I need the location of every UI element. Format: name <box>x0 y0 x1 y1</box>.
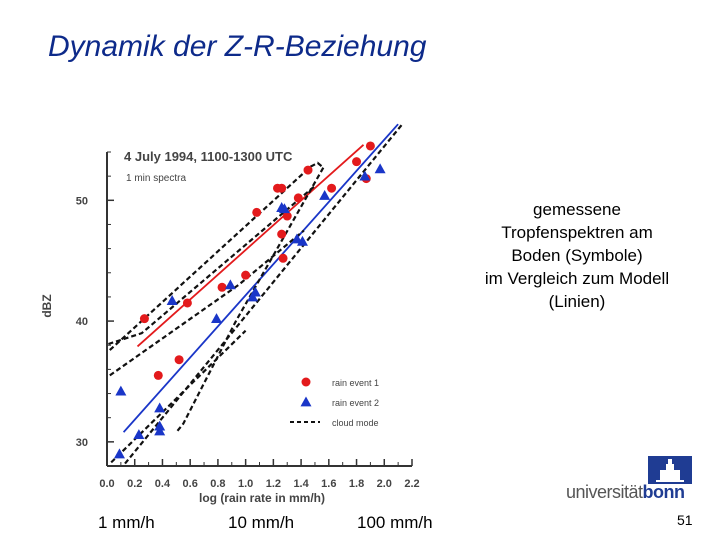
event1-point <box>278 253 288 263</box>
event2-point <box>211 313 223 324</box>
event1-point <box>217 282 227 292</box>
event1-point <box>352 157 362 167</box>
model-line-cloud-mode-inner <box>109 229 305 377</box>
event2-point <box>115 385 127 396</box>
side-text-line: Tropfenspektren am <box>501 223 653 242</box>
event2-point <box>249 286 261 297</box>
x-tick-label: 1.0 <box>238 478 253 490</box>
model-line-boundary-line-2 <box>110 329 247 464</box>
model-line-event-2-model <box>122 123 399 433</box>
model-line-cloud-mode-lower <box>175 167 325 433</box>
event1-point <box>365 141 375 151</box>
x-axis-label: log (rain rate in mm/h) <box>199 491 325 505</box>
model-line-boundary-line-1 <box>124 123 404 465</box>
event2-point <box>166 295 178 305</box>
legend-rain-event-1-swatch <box>301 377 311 387</box>
event2-point <box>291 233 303 244</box>
legend-label: cloud mode <box>332 418 379 428</box>
x-tick-label: 2.2 <box>404 478 419 490</box>
rate-label-100: 100 mm/h <box>357 513 433 532</box>
y-tick-label: 30 <box>76 437 88 449</box>
x-tick-label: 0.6 <box>183 478 198 490</box>
event2-point <box>224 279 236 290</box>
side-description: gemessene Tropfenspektren am Boden (Symb… <box>463 198 691 313</box>
event2-point <box>154 425 166 436</box>
rate-label-10: 10 mm/h <box>228 513 295 532</box>
rate-label-1: 1 mm/h <box>98 513 155 532</box>
y-tick-label: 40 <box>76 316 88 328</box>
side-text-line: gemessene <box>533 200 621 219</box>
x-tick-label: 0.2 <box>127 478 142 490</box>
event1-point <box>139 314 149 324</box>
model-line-event-1-model <box>136 144 365 348</box>
legend-rain-event-2-swatch <box>300 396 312 407</box>
event2-point <box>319 189 331 200</box>
event1-point <box>241 270 251 280</box>
model-line-cloud-mode-outer <box>108 184 316 346</box>
logo-text-bonn: bonn <box>642 482 685 502</box>
page-number: 51 <box>677 512 693 528</box>
legend-label: rain event 1 <box>332 378 379 388</box>
legend-label: rain event 2 <box>332 398 379 408</box>
y-axis-label: dBZ <box>40 294 54 317</box>
y-tick-label: 50 <box>76 195 88 207</box>
event1-point <box>174 355 184 365</box>
event1-point <box>293 193 303 203</box>
event1-point <box>153 370 163 380</box>
x-tick-label: 0.4 <box>155 478 171 490</box>
logo-text-university: universität <box>566 482 643 502</box>
event1-point <box>303 165 313 175</box>
model-line-cloud-mode-upper <box>109 161 325 351</box>
x-tick-label: 1.6 <box>321 478 336 490</box>
event1-point <box>182 298 192 308</box>
x-tick-label: 1.8 <box>349 478 364 490</box>
event1-point <box>282 211 292 221</box>
x-tick-label: 0.8 <box>210 478 225 490</box>
slide-title: Dynamik der Z-R-Beziehung <box>48 30 427 63</box>
event2-point <box>278 203 290 214</box>
side-text-line: im Vergleich zum Modell <box>484 269 670 288</box>
university-logo: universitätbonn <box>566 456 696 502</box>
chart-title: 4 July 1994, 1100-1300 UTC <box>124 149 293 164</box>
x-tick-label: 1.4 <box>293 478 309 490</box>
x-tick-label: 1.2 <box>266 478 281 490</box>
event1-point <box>252 207 262 217</box>
logo-building-icon <box>648 456 692 484</box>
event1-point <box>327 183 337 193</box>
event1-point <box>277 229 287 239</box>
event2-point <box>296 235 308 246</box>
event2-point <box>359 170 371 181</box>
side-text-line: Boden (Symbole) <box>511 246 643 265</box>
x-tick-label: 2.0 <box>377 478 392 490</box>
event2-point <box>113 448 125 459</box>
chart-subtitle: 1 min spectra <box>126 173 186 184</box>
x-tick-label: 0.0 <box>99 478 114 490</box>
event2-point <box>133 429 145 439</box>
event1-point <box>277 183 287 193</box>
event2-point <box>154 402 166 413</box>
side-text-line: (Linien) <box>548 292 606 311</box>
event2-point <box>374 163 386 174</box>
